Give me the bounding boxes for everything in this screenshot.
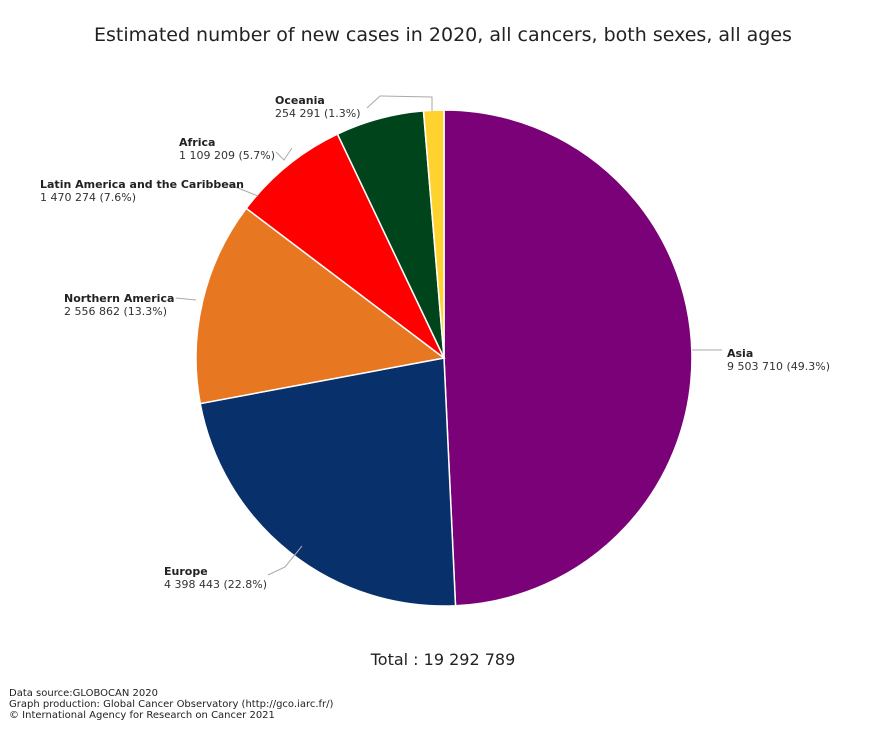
slice-label-name: Oceania <box>275 94 325 107</box>
pie-slice-europe[interactable] <box>199 357 457 607</box>
label-connector <box>275 147 293 161</box>
credit-data-source: Data source:GLOBOCAN 2020 <box>9 688 158 699</box>
credit-copyright: © International Agency for Research on C… <box>9 710 275 721</box>
slice-label-name: Europe <box>164 565 208 578</box>
pie-slice-asia[interactable] <box>443 109 693 607</box>
chart-title: Estimated number of new cases in 2020, a… <box>94 24 792 46</box>
slice-label-value: 4 398 443 (22.8%) <box>164 578 267 591</box>
slice-label-name: Asia <box>727 347 753 360</box>
label-connector <box>175 297 197 301</box>
slice-label-value: 1 470 274 (7.6%) <box>40 191 136 204</box>
label-connector <box>267 545 303 576</box>
total-label: Total : 19 292 789 <box>370 650 516 669</box>
credit-graph-production: Graph production: Global Cancer Observat… <box>9 699 334 710</box>
pie-slice-oceania[interactable] <box>422 109 445 359</box>
credits: Data source:GLOBOCAN 2020 Graph producti… <box>9 688 333 721</box>
slice-label-value: 2 556 862 (13.3%) <box>64 305 167 318</box>
pie-slice-northern-america[interactable] <box>195 207 446 405</box>
pie-slice-latin-america-and-the-caribbean[interactable] <box>245 133 445 359</box>
slice-label-name: Africa <box>179 136 215 149</box>
label-connector <box>227 183 259 197</box>
slice-label-value: 9 503 710 (49.3%) <box>727 360 830 373</box>
slice-label-value: 1 109 209 (5.7%) <box>179 149 275 162</box>
slice-label-name: Northern America <box>64 292 174 305</box>
slice-label-name: Latin America and the Caribbean <box>40 178 244 191</box>
label-connector <box>366 95 433 111</box>
slice-label-value: 254 291 (1.3%) <box>275 107 361 120</box>
